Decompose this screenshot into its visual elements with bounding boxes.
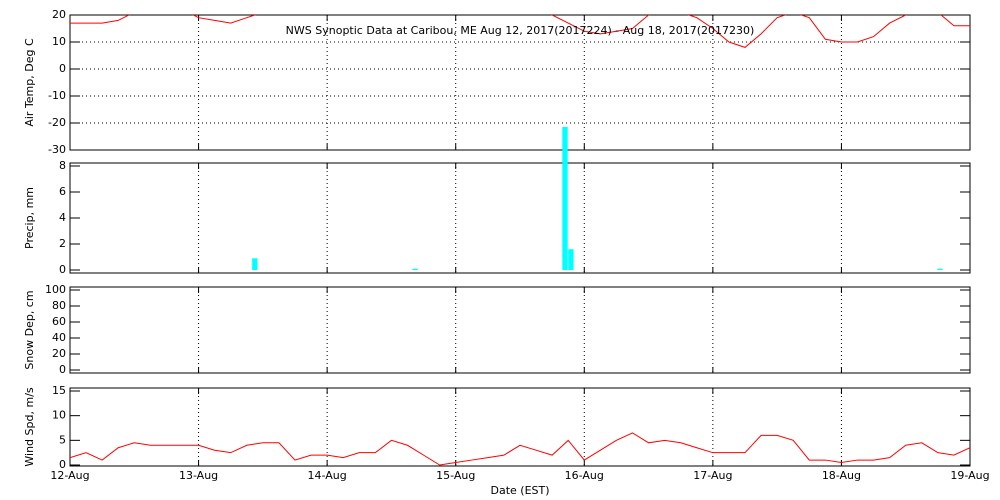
x-tick-label: 17-Aug: [693, 469, 732, 482]
bar: [252, 258, 258, 270]
x-tick-label: 19-Aug: [950, 469, 989, 482]
plot-frame: [69, 162, 971, 274]
x-tick-label: 18-Aug: [822, 469, 861, 482]
x-tick-label: 14-Aug: [308, 469, 347, 482]
y-tick-label: -20: [48, 116, 66, 129]
y-tick-label: 5: [59, 433, 66, 446]
y-tick-label: 0: [59, 363, 66, 376]
bar: [568, 249, 574, 270]
bar: [412, 268, 418, 270]
x-tick-label: 13-Aug: [179, 469, 218, 482]
y-tick-label: -10: [48, 89, 66, 102]
y-tick-label: 10: [52, 35, 66, 48]
y-tick-label: 10: [52, 409, 66, 422]
y-tick-label: 15: [52, 384, 66, 397]
y-tick-label: 40: [52, 331, 66, 344]
y-tick-label: 2: [59, 237, 66, 250]
x-tick-label: 16-Aug: [565, 469, 604, 482]
y-axis-label: Wind Spd, m/s: [23, 387, 36, 467]
y-tick-label: 20: [52, 8, 66, 21]
y-tick-label: 0: [59, 458, 66, 471]
data-line: [70, 432, 970, 466]
bar: [562, 127, 568, 270]
x-tick-label: 12-Aug: [50, 469, 89, 482]
y-tick-label: 80: [52, 299, 66, 312]
y-axis-label: Snow Dep, cm: [23, 290, 36, 369]
data-line: [70, 15, 970, 48]
y-tick-label: 8: [59, 159, 66, 172]
y-tick-label: 6: [59, 185, 66, 198]
y-tick-label: 0: [59, 263, 66, 276]
y-tick-label: 60: [52, 315, 66, 328]
plot-frame: [69, 14, 971, 151]
plot-frame: [69, 387, 971, 467]
plot-frame: [69, 286, 971, 374]
y-axis-label: Air Temp, Deg C: [23, 38, 36, 127]
y-tick-label: 100: [45, 283, 66, 296]
x-axis-label: Date (EST): [490, 484, 549, 497]
chart-title: NWS Synoptic Data at Caribou, ME Aug 12,…: [286, 24, 755, 37]
bar: [937, 268, 943, 270]
x-tick-label: 15-Aug: [436, 469, 475, 482]
y-axis-label: Precip, mm: [23, 187, 36, 249]
y-tick-label: 4: [59, 211, 66, 224]
y-tick-label: 0: [59, 62, 66, 75]
y-tick-label: -30: [48, 143, 66, 156]
y-tick-label: 20: [52, 347, 66, 360]
